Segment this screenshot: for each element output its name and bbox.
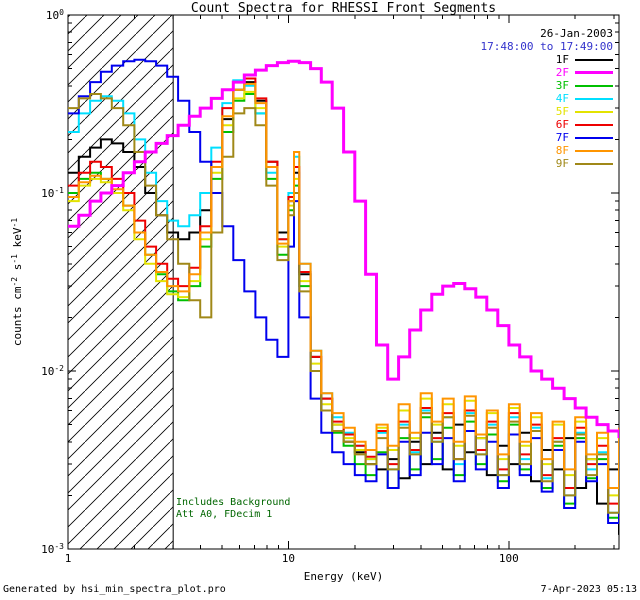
legend-item-6F: 6F: [481, 118, 613, 131]
legend-label: 2F: [555, 66, 569, 79]
legend-rows: 1F 2F 3F 4F 5F 6F 7F 8F 9F: [481, 53, 613, 170]
legend-item-9F: 9F: [481, 157, 613, 170]
footer-generator: Generated by hsi_min_spectra_plot.pro: [3, 584, 226, 595]
x-tick-label: 10: [281, 552, 296, 565]
legend-swatch: [575, 123, 613, 126]
x-tick-label: 100: [498, 552, 519, 565]
legend-swatch: [575, 58, 613, 61]
legend-swatch: [575, 84, 613, 87]
x-axis-title: Energy (keV): [303, 570, 384, 583]
annotations: Includes Background Att A0, FDecim 1: [176, 497, 290, 521]
y-axis-title: counts cm-2 s-1 keV-1: [10, 217, 24, 347]
legend-label: 9F: [555, 157, 569, 170]
legend-label: 1F: [555, 53, 569, 66]
legend-item-5F: 5F: [481, 105, 613, 118]
legend-label: 5F: [555, 105, 569, 118]
y-tick-label: 10-1: [41, 186, 64, 200]
legend-label: 8F: [555, 144, 569, 157]
legend-item-4F: 4F: [481, 92, 613, 105]
legend-item-3F: 3F: [481, 79, 613, 92]
series-9F-line: [68, 93, 619, 514]
series-group: [68, 58, 619, 535]
legend: 26-Jan-2003 17:48:00 to 17:49:00 1F 2F 3F 4…: [481, 27, 613, 170]
footer-datetime: 7-Apr-2023 05:13: [540, 584, 637, 595]
y-tick-label: 10-3: [41, 542, 64, 556]
series-7F-line: [68, 58, 619, 524]
legend-swatch: [575, 110, 613, 113]
legend-swatch: [575, 97, 613, 100]
legend-date: 26-Jan-2003: [540, 27, 613, 40]
series-8F-line: [68, 82, 619, 489]
series-2F-line: [68, 59, 619, 439]
plot-frame: [67, 14, 620, 550]
legend-label: 7F: [555, 131, 569, 144]
legend-item-1F: 1F: [481, 53, 613, 66]
legend-label: 6F: [555, 118, 569, 131]
legend-time-range: 17:48:00 to 17:49:00: [480, 40, 613, 53]
legend-label: 3F: [555, 79, 569, 92]
annotation-attenuator: Att A0, FDecim 1: [176, 509, 273, 520]
legend-item-7F: 7F: [481, 131, 613, 144]
y-tick-label: 100: [45, 8, 64, 22]
annotation-background: Includes Background: [176, 497, 291, 508]
legend-swatch: [575, 71, 613, 74]
legend-item-2F: 2F: [481, 66, 613, 79]
y-tick-label: 10-2: [41, 364, 64, 378]
legend-swatch: [575, 136, 613, 139]
legend-swatch: [575, 162, 613, 165]
x-tick-label: 1: [64, 552, 72, 565]
legend-item-8F: 8F: [481, 144, 613, 157]
chart-title: Count Spectra for RHESSI Front Segments: [190, 1, 497, 16]
legend-label: 4F: [555, 92, 569, 105]
legend-swatch: [575, 149, 613, 152]
